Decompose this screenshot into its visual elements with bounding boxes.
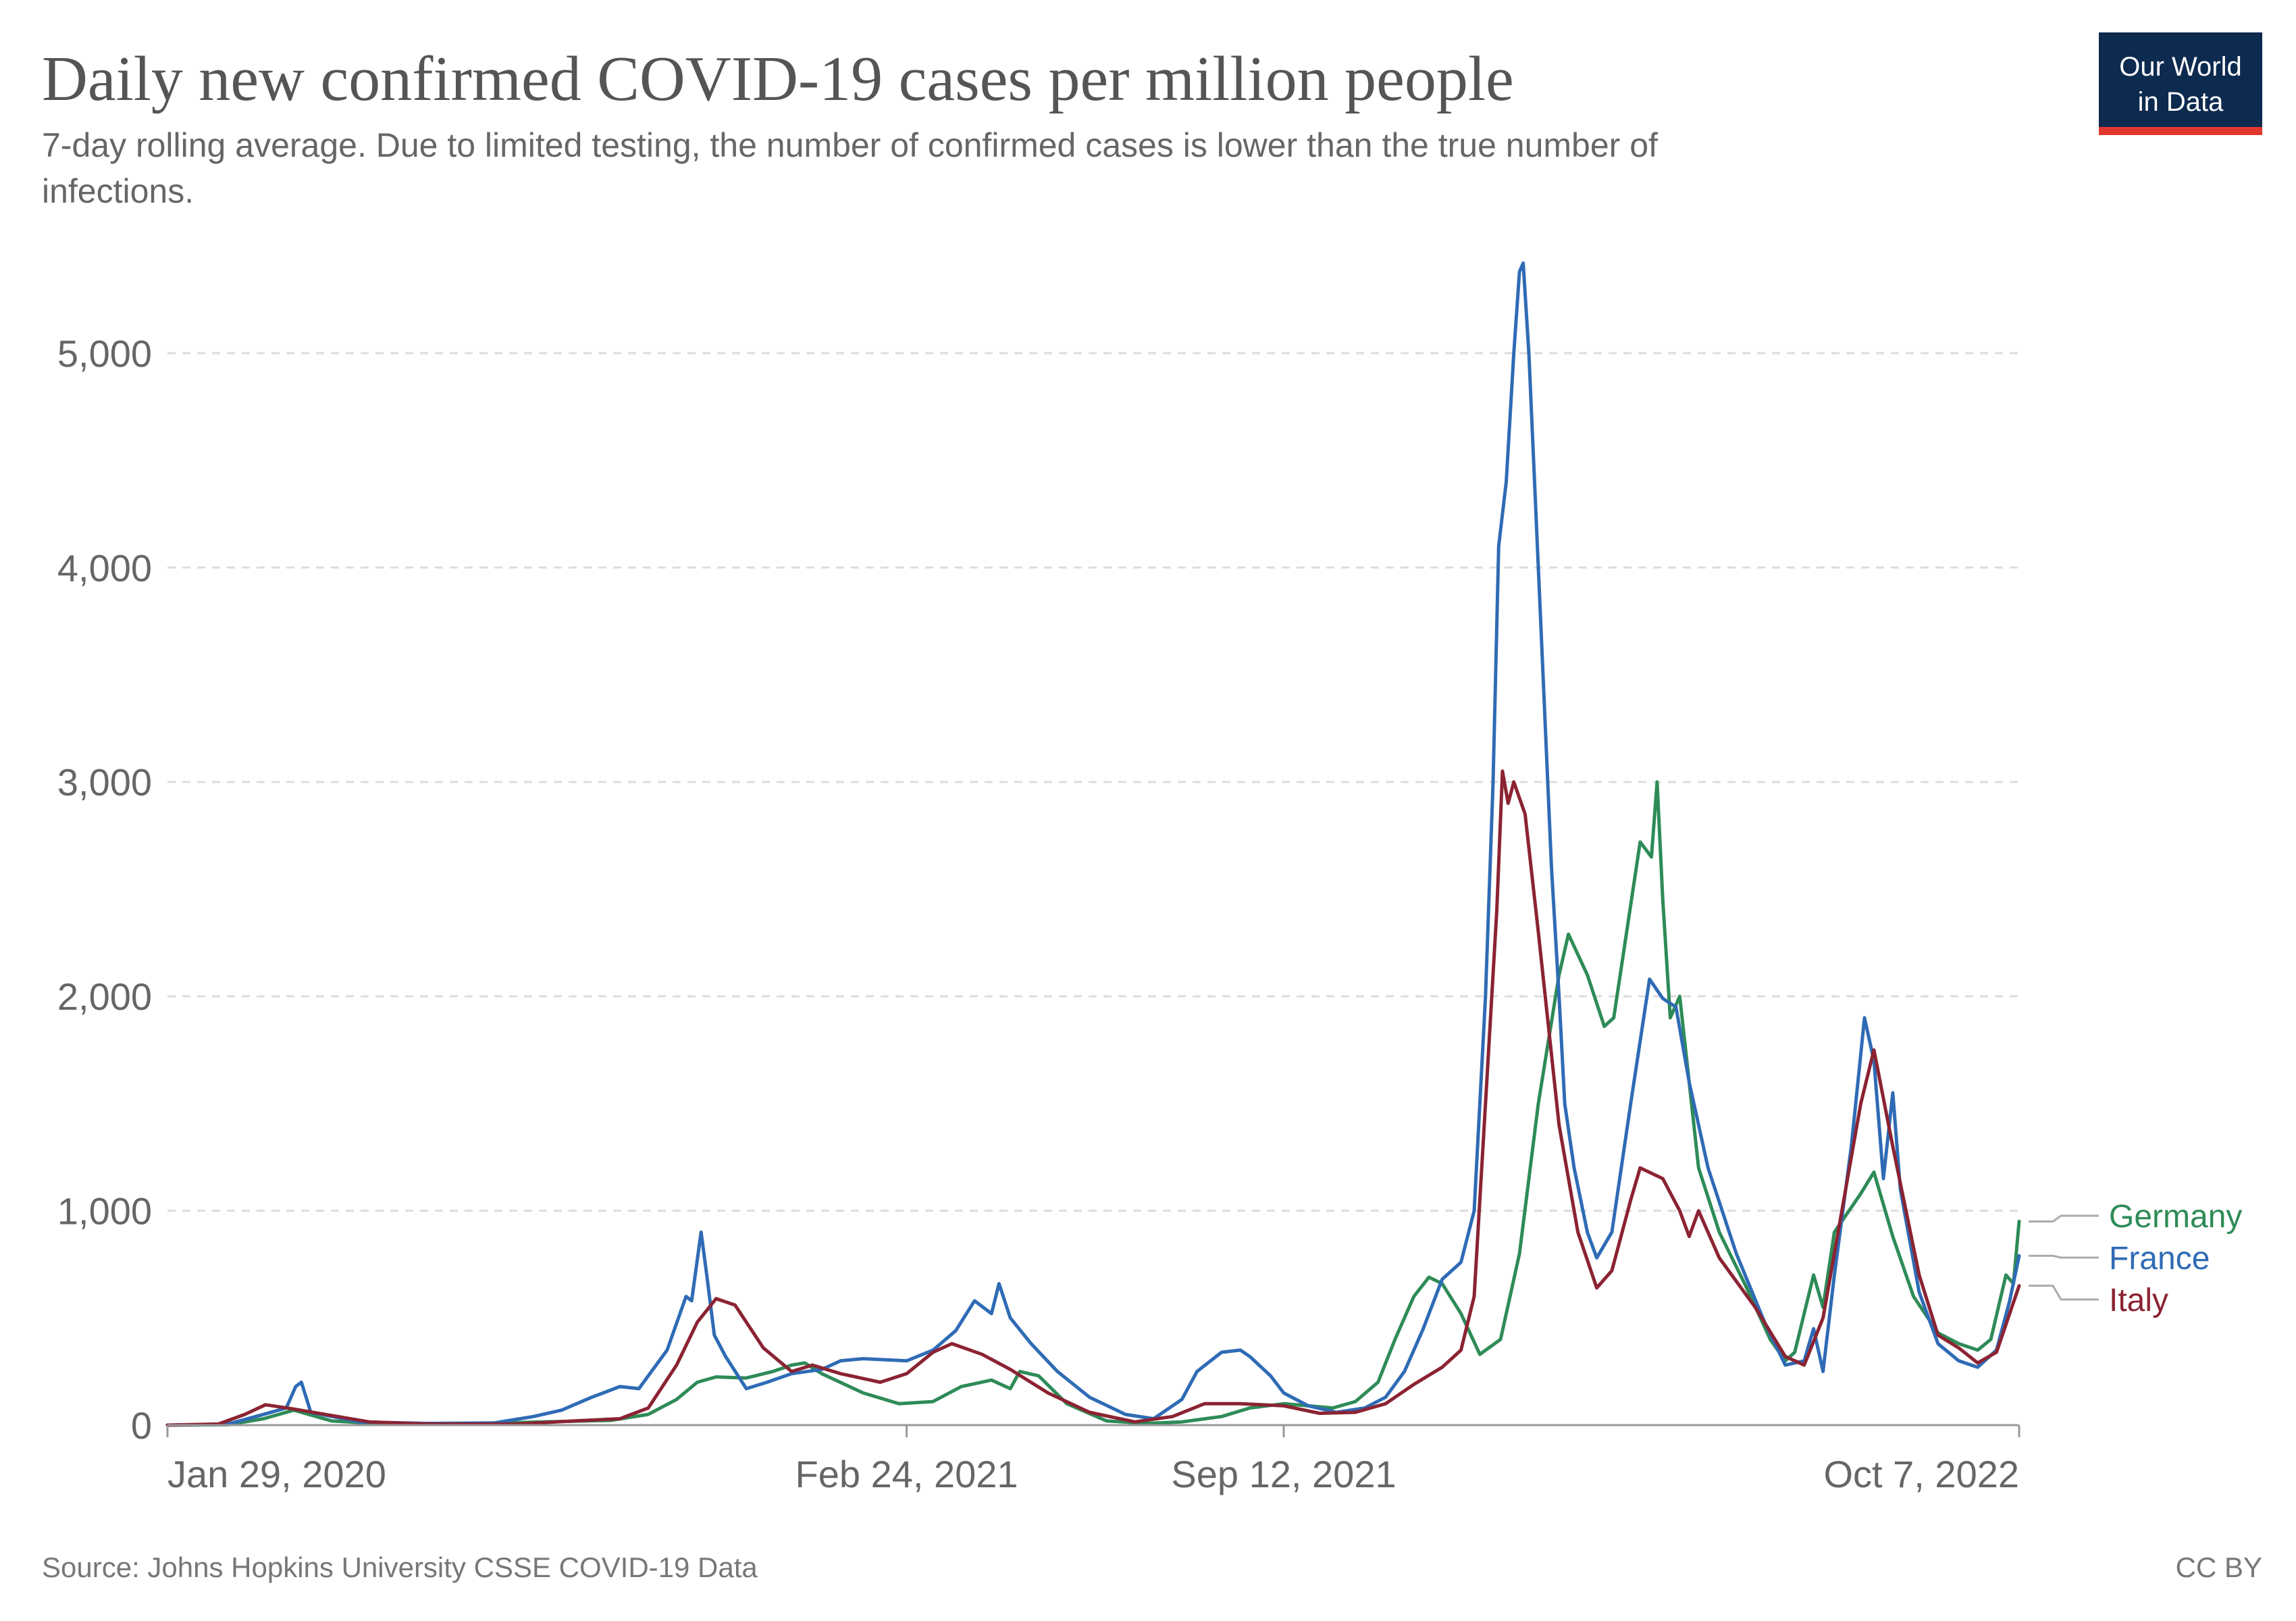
source-note[interactable]: Source: Johns Hopkins University CSSE CO…	[42, 1551, 758, 1583]
y-tick-label: 1,000	[57, 1190, 152, 1233]
license-label[interactable]: CC BY	[2176, 1551, 2262, 1583]
owid-logo[interactable]: Our World in Data	[2099, 32, 2262, 135]
legend: Germany France Italy	[2029, 1199, 2242, 1318]
x-tick-label: Oct 7, 2022	[1823, 1453, 2019, 1495]
legend-label-italy[interactable]: Italy	[2109, 1283, 2168, 1318]
legend-connector-france	[2029, 1254, 2099, 1259]
series-line-france	[165, 261, 2021, 1427]
series-lines	[165, 261, 2021, 1427]
series-line-italy	[165, 769, 2021, 1427]
legend-label-germany[interactable]: Germany	[2109, 1199, 2242, 1235]
legend-connector-italy	[2029, 1285, 2099, 1301]
x-tick-label: Sep 12, 2021	[1171, 1453, 1396, 1495]
chart-subtitle-line1: 7-day rolling average. Due to limited te…	[42, 126, 1658, 164]
legend-label-france[interactable]: France	[2109, 1241, 2210, 1277]
legend-connector-germany	[2029, 1214, 2099, 1223]
series-line-germany	[165, 780, 2021, 1427]
logo-background	[2099, 32, 2262, 127]
logo-line2: in Data	[2138, 87, 2224, 117]
y-tick-label: 2,000	[57, 975, 152, 1018]
y-gridlines	[167, 352, 2019, 1212]
logo-accent-bar	[2099, 127, 2262, 135]
y-tick-label: 0	[131, 1404, 152, 1447]
x-tick-label: Jan 29, 2020	[167, 1453, 386, 1495]
x-tick-label: Feb 24, 2021	[795, 1453, 1018, 1495]
y-tick-label: 4,000	[57, 546, 152, 589]
chart-title: Daily new confirmed COVID-19 cases per m…	[42, 44, 1514, 114]
y-axis-ticks: 0 1,000 2,000 3,000 4,000 5,000	[57, 332, 152, 1447]
chart-subtitle-line2: infections.	[42, 172, 194, 210]
y-tick-label: 5,000	[57, 332, 152, 375]
y-tick-label: 3,000	[57, 761, 152, 804]
x-axis: Jan 29, 2020 Feb 24, 2021 Sep 12, 2021 Oct …	[166, 1424, 2020, 1495]
logo-line1: Our World	[2119, 52, 2242, 82]
